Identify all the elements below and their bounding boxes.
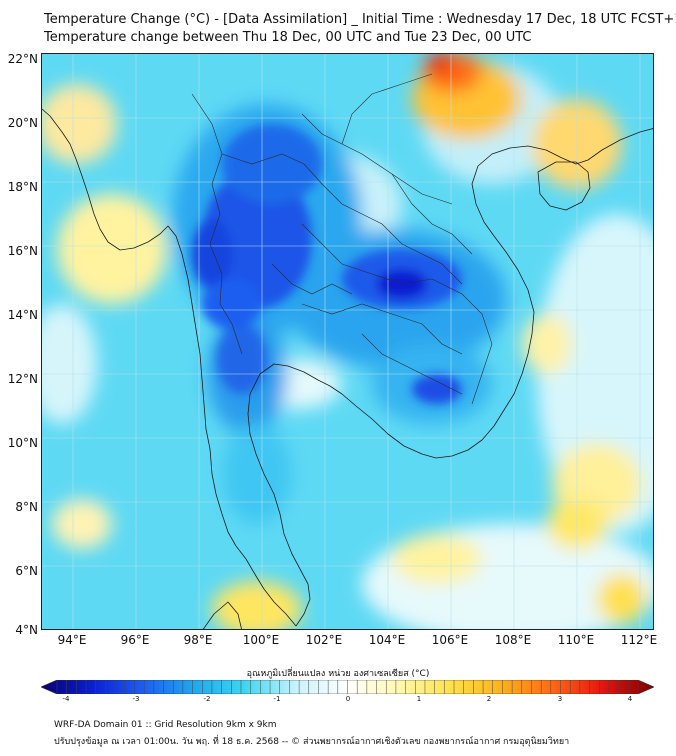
colorbar-graphic xyxy=(40,679,655,695)
lat-label-12: 12°N xyxy=(7,372,38,386)
lat-label-10: 10°N xyxy=(7,436,38,450)
lat-label-4: 4°N xyxy=(15,623,38,637)
colorbar-tick: 1 xyxy=(416,695,422,703)
field-core xyxy=(192,124,462,404)
lon-label-94: 94°E xyxy=(57,633,87,647)
credits: ปรับปรุงข้อมูล ณ เวลา 01:00น. วัน พฤ. ที… xyxy=(54,737,570,747)
lon-label-100: 100°E xyxy=(242,633,280,647)
lat-label-8: 8°N xyxy=(15,500,38,514)
lat-label-22: 22°N xyxy=(7,52,38,66)
map-panel[interactable] xyxy=(41,53,654,630)
lon-label-98: 98°E xyxy=(183,633,213,647)
lat-label-6: 6°N xyxy=(15,564,38,578)
lon-label-112: 112°E xyxy=(620,633,658,647)
colorbar-tick: 3 xyxy=(557,695,563,703)
colorbar-tick: 2 xyxy=(486,695,492,703)
lat-label-14: 14°N xyxy=(7,308,38,322)
borders xyxy=(191,73,493,405)
lon-label-104: 104°E xyxy=(368,633,406,647)
lon-label-96: 96°E xyxy=(120,633,150,647)
map-title: Temperature Change (°C) - [Data Assimila… xyxy=(44,12,676,27)
colorbar xyxy=(40,679,655,695)
lon-label-106: 106°E xyxy=(431,633,469,647)
map-subtitle: Temperature change between Thu 18 Dec, 0… xyxy=(44,30,532,45)
lat-label-18: 18°N xyxy=(7,180,38,194)
colorbar-tick: -2 xyxy=(203,695,211,703)
model-info: WRF-DA Domain 01 :: Grid Resolution 9km … xyxy=(54,720,277,730)
colorbar-tick: -3 xyxy=(132,695,140,703)
colorbar-tick: -4 xyxy=(62,695,70,703)
lon-label-110: 110°E xyxy=(557,633,595,647)
colorbar-tick: -1 xyxy=(273,695,281,703)
lon-label-102: 102°E xyxy=(305,633,343,647)
temperature-field-map xyxy=(42,54,653,629)
lat-label-16: 16°N xyxy=(7,244,38,258)
colorbar-tick: 0 xyxy=(345,695,351,703)
lon-label-108: 108°E xyxy=(494,633,532,647)
coastlines xyxy=(42,108,653,629)
colorbar-title: อุณหภูมิเปลี่ยนแปลง หน่วย องศาเซลเซียส (… xyxy=(246,669,430,679)
lat-label-20: 20°N xyxy=(7,116,38,130)
colorbar-tick: 4 xyxy=(627,695,633,703)
graticule xyxy=(42,54,653,629)
field-shading xyxy=(42,54,653,629)
